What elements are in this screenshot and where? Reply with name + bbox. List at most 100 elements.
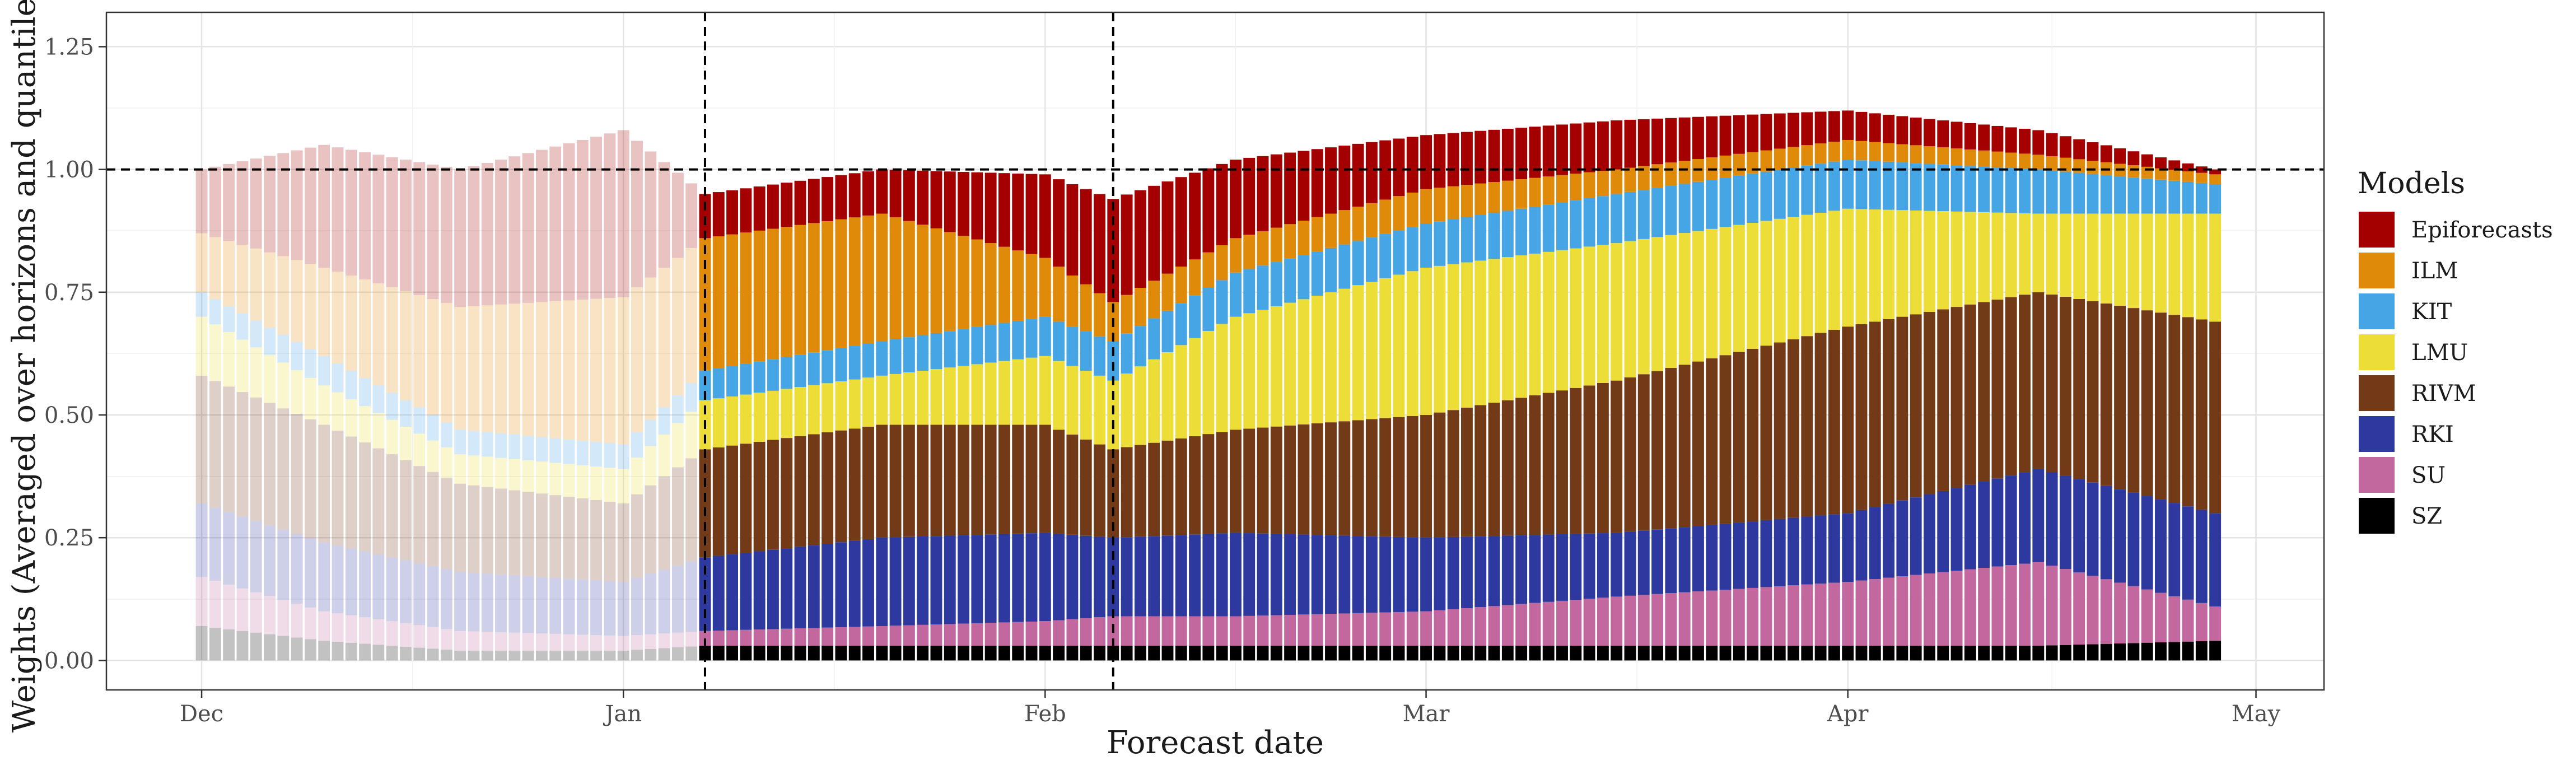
bar-segment-epiforecasts [1474, 130, 1487, 184]
bar-segment-rivm [1760, 346, 1772, 520]
bar-segment-kit [1121, 333, 1133, 374]
bar-segment-rki [1706, 524, 1718, 591]
bar-segment-rivm [1733, 352, 1745, 522]
bar-segment-sz [1515, 646, 1528, 661]
bar-segment-rivm [2087, 301, 2099, 483]
bar-segment-ilm [481, 305, 493, 432]
bar-segment-epiforecasts [1651, 118, 1664, 165]
bar-segment-kit [699, 371, 711, 400]
bar-segment-kit [508, 435, 521, 459]
bar-segment-sz [1665, 646, 1677, 661]
bar-segment-epiforecasts [1950, 122, 1963, 149]
bar-segment-kit [2046, 170, 2058, 214]
bar-segment-rki [1202, 534, 1215, 617]
bar-segment-rki [862, 539, 874, 627]
bar-segment-lmu [1039, 356, 1051, 425]
bar-segment-ilm [617, 297, 629, 445]
bar-segment-su [1161, 616, 1174, 646]
bar-segment-su [1243, 615, 1256, 646]
legend-key-ilm [2359, 253, 2395, 288]
bar-segment-lmu [1447, 264, 1459, 410]
bar-segment-sz [1637, 646, 1650, 661]
bar-segment-rki [1883, 503, 1895, 578]
bar-segment-rivm [264, 403, 276, 525]
bar-segment-epiforecasts [1515, 128, 1528, 180]
bar-segment-sz [1365, 646, 1378, 661]
bar-segment-epiforecasts [781, 183, 793, 227]
bar-segment-kit [291, 342, 303, 371]
y-tick-label: 0.25 [44, 525, 94, 551]
bar-segment-rivm [604, 501, 616, 581]
bar-segment-lmu [1298, 299, 1310, 424]
bar-segment-kit [1991, 167, 2004, 213]
bar-segment-su [1148, 616, 1160, 646]
bar-segment-su [332, 613, 344, 642]
bar-segment-rki [1352, 536, 1364, 613]
bar-segment-kit [1053, 321, 1065, 361]
bar-segment-sz [998, 646, 1010, 661]
bar-segment-su [794, 628, 806, 646]
bar-segment-ilm [508, 304, 521, 435]
bar-segment-rivm [862, 426, 874, 539]
bar-segment-rki [1855, 510, 1868, 581]
bar-segment-lmu [264, 354, 276, 403]
bar-segment-rivm [1338, 421, 1351, 536]
bar-segment-lmu [1706, 228, 1718, 358]
bar-segment-lmu [1869, 209, 1881, 322]
bar-segment-su [2195, 603, 2208, 641]
bar-segment-sz [440, 650, 452, 661]
bar-segment-rki [1053, 534, 1065, 620]
bar-segment-ilm [1910, 145, 1922, 164]
bar-segment-ilm [1896, 144, 1908, 163]
bar-segment-sz [549, 650, 562, 661]
bar-segment-kit [1964, 166, 1976, 212]
bar-segment-sz [1406, 646, 1418, 661]
bar-segment-ilm [2005, 152, 2017, 169]
bar-segment-sz [2059, 645, 2071, 661]
bar-segment-rki [2019, 472, 2031, 564]
bar-segment-ilm [2168, 170, 2181, 181]
bar-segment-rki [889, 537, 902, 626]
bar-segment-sz [400, 646, 412, 661]
bar-segment-epiforecasts [1216, 164, 1228, 245]
bar-segment-sz [2100, 643, 2112, 661]
bar-segment-su [223, 584, 235, 629]
bar-segment-rivm [1352, 420, 1364, 536]
bar-segment-epiforecasts [1692, 116, 1704, 160]
bar-segment-rki [617, 582, 629, 636]
bar-segment-kit [1637, 190, 1650, 239]
bar-segment-rivm [1515, 398, 1528, 535]
bar-segment-ilm [781, 227, 793, 357]
bar-segment-su [195, 577, 208, 627]
bar-stacks [195, 110, 2222, 661]
bar-segment-sz [535, 650, 548, 661]
bar-segment-ilm [454, 307, 466, 430]
bar-segment-epiforecasts [264, 156, 276, 253]
bar-segment-kit [726, 366, 738, 396]
bar-segment-lmu [631, 457, 643, 494]
bar-segment-rivm [889, 424, 902, 538]
bar-segment-rivm [2032, 292, 2045, 469]
bar-segment-kit [1039, 316, 1051, 356]
bar-segment-kit [495, 433, 507, 458]
bar-segment-su [1447, 609, 1459, 646]
bar-segment-rivm [454, 483, 466, 572]
bar-segment-rivm [1788, 339, 1799, 518]
bar-segment-su [1624, 595, 1636, 646]
bar-segment-su [1039, 621, 1051, 646]
bar-segment-lmu [1570, 248, 1582, 388]
bar-segment-sz [944, 646, 956, 661]
bar-segment-rki [1774, 519, 1786, 586]
bar-segment-sz [930, 646, 942, 661]
bar-segment-ilm [549, 301, 562, 438]
bar-segment-rki [1570, 534, 1582, 600]
bar-segment-sz [1719, 646, 1732, 661]
bar-segment-sz [2155, 642, 2167, 661]
bar-segment-sz [1379, 646, 1392, 661]
bar-segment-epiforecasts [2114, 148, 2126, 164]
bar-segment-kit [1488, 213, 1500, 259]
bar-segment-su [1855, 580, 1868, 646]
bar-segment-ilm [1814, 143, 1827, 164]
bar-segment-su [1121, 616, 1133, 646]
